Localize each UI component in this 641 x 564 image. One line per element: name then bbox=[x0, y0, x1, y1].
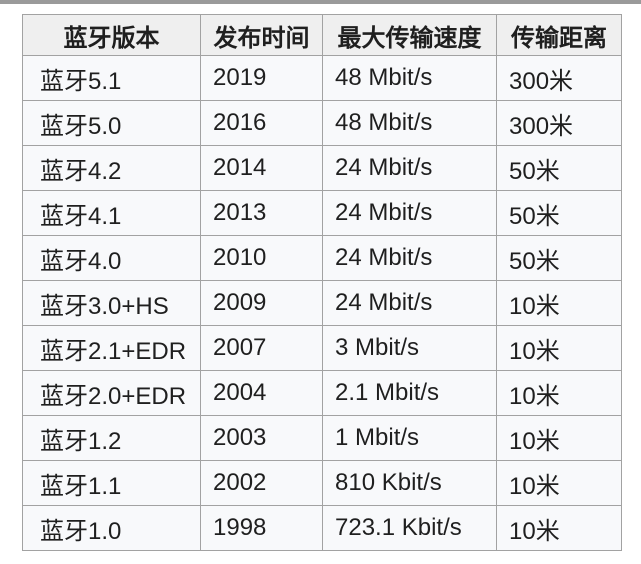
table-row: 蓝牙5.1 2019 48 Mbit/s 300米 bbox=[22, 55, 622, 101]
cell-year: 2004 bbox=[200, 370, 323, 416]
cell-year: 2009 bbox=[200, 280, 323, 326]
cell-year: 2014 bbox=[200, 145, 323, 191]
cell-distance: 300米 bbox=[496, 55, 622, 101]
table-row: 蓝牙4.0 2010 24 Mbit/s 50米 bbox=[22, 235, 622, 281]
column-header-year: 发布时间 bbox=[200, 14, 323, 56]
cell-speed: 810 Kbit/s bbox=[322, 460, 497, 506]
cell-distance: 300米 bbox=[496, 100, 622, 146]
cell-speed: 3 Mbit/s bbox=[322, 325, 497, 371]
table-header-row: 蓝牙版本 发布时间 最大传输速度 传输距离 bbox=[22, 14, 622, 56]
column-header-distance: 传输距离 bbox=[496, 14, 622, 56]
table-row: 蓝牙1.2 2003 1 Mbit/s 10米 bbox=[22, 415, 622, 461]
cell-year: 2007 bbox=[200, 325, 323, 371]
cell-version: 蓝牙4.1 bbox=[22, 190, 201, 236]
cell-distance: 50米 bbox=[496, 235, 622, 281]
cell-distance: 10米 bbox=[496, 370, 622, 416]
cell-version: 蓝牙4.0 bbox=[22, 235, 201, 281]
cell-version: 蓝牙4.2 bbox=[22, 145, 201, 191]
table-row: 蓝牙3.0+HS 2009 24 Mbit/s 10米 bbox=[22, 280, 622, 326]
cell-version: 蓝牙5.0 bbox=[22, 100, 201, 146]
cell-speed: 24 Mbit/s bbox=[322, 145, 497, 191]
cell-distance: 10米 bbox=[496, 325, 622, 371]
cell-version: 蓝牙1.0 bbox=[22, 505, 201, 551]
cell-speed: 48 Mbit/s bbox=[322, 55, 497, 101]
cell-distance: 10米 bbox=[496, 280, 622, 326]
cell-year: 1998 bbox=[200, 505, 323, 551]
cell-version: 蓝牙3.0+HS bbox=[22, 280, 201, 326]
cell-version: 蓝牙1.2 bbox=[22, 415, 201, 461]
cell-speed: 24 Mbit/s bbox=[322, 190, 497, 236]
cell-year: 2002 bbox=[200, 460, 323, 506]
cell-distance: 10米 bbox=[496, 460, 622, 506]
cell-year: 2010 bbox=[200, 235, 323, 281]
table-row: 蓝牙1.0 1998 723.1 Kbit/s 10米 bbox=[22, 505, 622, 551]
table-row: 蓝牙4.1 2013 24 Mbit/s 50米 bbox=[22, 190, 622, 236]
table-row: 蓝牙4.2 2014 24 Mbit/s 50米 bbox=[22, 145, 622, 191]
column-header-version: 蓝牙版本 bbox=[22, 14, 201, 56]
cell-version: 蓝牙2.1+EDR bbox=[22, 325, 201, 371]
top-divider-bar bbox=[0, 0, 641, 4]
cell-year: 2013 bbox=[200, 190, 323, 236]
cell-year: 2003 bbox=[200, 415, 323, 461]
cell-speed: 1 Mbit/s bbox=[322, 415, 497, 461]
cell-version: 蓝牙5.1 bbox=[22, 55, 201, 101]
cell-speed: 2.1 Mbit/s bbox=[322, 370, 497, 416]
table-row: 蓝牙1.1 2002 810 Kbit/s 10米 bbox=[22, 460, 622, 506]
cell-year: 2016 bbox=[200, 100, 323, 146]
cell-speed: 48 Mbit/s bbox=[322, 100, 497, 146]
cell-speed: 24 Mbit/s bbox=[322, 235, 497, 281]
cell-speed: 24 Mbit/s bbox=[322, 280, 497, 326]
cell-distance: 50米 bbox=[496, 145, 622, 191]
cell-year: 2019 bbox=[200, 55, 323, 101]
cell-distance: 50米 bbox=[496, 190, 622, 236]
table-row: 蓝牙2.1+EDR 2007 3 Mbit/s 10米 bbox=[22, 325, 622, 371]
cell-distance: 10米 bbox=[496, 415, 622, 461]
cell-distance: 10米 bbox=[496, 505, 622, 551]
cell-version: 蓝牙1.1 bbox=[22, 460, 201, 506]
cell-version: 蓝牙2.0+EDR bbox=[22, 370, 201, 416]
table-row: 蓝牙5.0 2016 48 Mbit/s 300米 bbox=[22, 100, 622, 146]
cell-speed: 723.1 Kbit/s bbox=[322, 505, 497, 551]
table-row: 蓝牙2.0+EDR 2004 2.1 Mbit/s 10米 bbox=[22, 370, 622, 416]
column-header-speed: 最大传输速度 bbox=[322, 14, 497, 56]
bluetooth-version-table: 蓝牙版本 发布时间 最大传输速度 传输距离 蓝牙5.1 2019 48 Mbit… bbox=[22, 14, 622, 551]
